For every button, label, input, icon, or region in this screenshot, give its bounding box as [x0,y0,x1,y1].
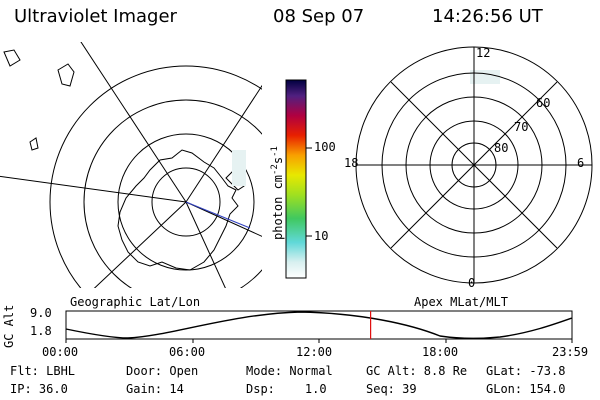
colorbar-tick-10: 10 [314,229,329,243]
glon-info: GLon: 154.0 [486,382,566,396]
door-info: Door: Open [126,364,199,378]
date-label: 08 Sep 07 [273,6,365,27]
meridian-line [93,201,187,288]
timeline-tick-label: 18:00 [422,345,459,359]
lat-circle [83,99,262,288]
mlat-label-70: 70 [514,120,529,134]
mlt-label-6: 6 [577,156,585,170]
colorbar-scale [285,79,307,279]
orbit-track [185,201,251,229]
timeline-tick-label: 23:59 [552,345,589,359]
colorbar-unit-label: photon cm-2s-1 [270,146,285,240]
timeline-ymin: 1.8 [30,324,52,338]
timeline-ymax: 9.0 [30,306,52,320]
mlt-label-12: 12 [476,46,491,60]
gc-alt-info: GC Alt: 8.8 Re [366,364,468,378]
timeline-frame [65,310,573,340]
mode-info: Mode: Normal [246,364,333,378]
instrument-title: Ultraviolet Imager [14,6,177,27]
timeline-ylabel: GC Alt [2,304,16,348]
altitude-timeline [65,310,573,343]
meridian-line [185,84,262,203]
mlat-label-60: 60 [536,96,551,110]
timeline-tick-label: 12:00 [296,345,333,359]
dsp-info: Dsp: 1.0 [246,382,327,396]
emission-patch [232,150,246,186]
time-label: 14:26:56 UT [432,6,543,27]
meridian-line [0,175,187,203]
colorbar [285,79,312,279]
meridian-line [80,42,187,203]
meridian-line [185,201,226,288]
apex-caption: Apex MLat/MLT [414,295,508,309]
gain-info: Gain: 14 [126,382,184,396]
lat-circle [49,65,262,288]
coastline [57,63,75,87]
coastline [117,149,239,271]
geographic-caption: Geographic Lat/Lon [70,295,201,309]
mlt-line [390,81,558,249]
mlt-label-0: 0 [468,276,476,290]
colorbar-tick-100: 100 [314,140,336,154]
ip-info: IP: 36.0 [10,382,68,396]
timeline-tick-label: 00:00 [42,345,79,359]
mlat-label-80: 80 [494,141,509,155]
timeline-tick-label: 06:00 [169,345,206,359]
coastline [29,137,39,151]
glat-info: GLat: -73.8 [486,364,566,378]
coastline [3,49,21,67]
filter-info: Flt: LBHL [10,364,76,378]
apex-polar-plot [355,46,593,284]
lat-circle [117,133,255,271]
mlt-label-18: 18 [344,156,359,170]
altitude-curve [65,311,573,340]
lat-circle [151,167,221,237]
seq-info: Seq: 39 [366,382,417,396]
